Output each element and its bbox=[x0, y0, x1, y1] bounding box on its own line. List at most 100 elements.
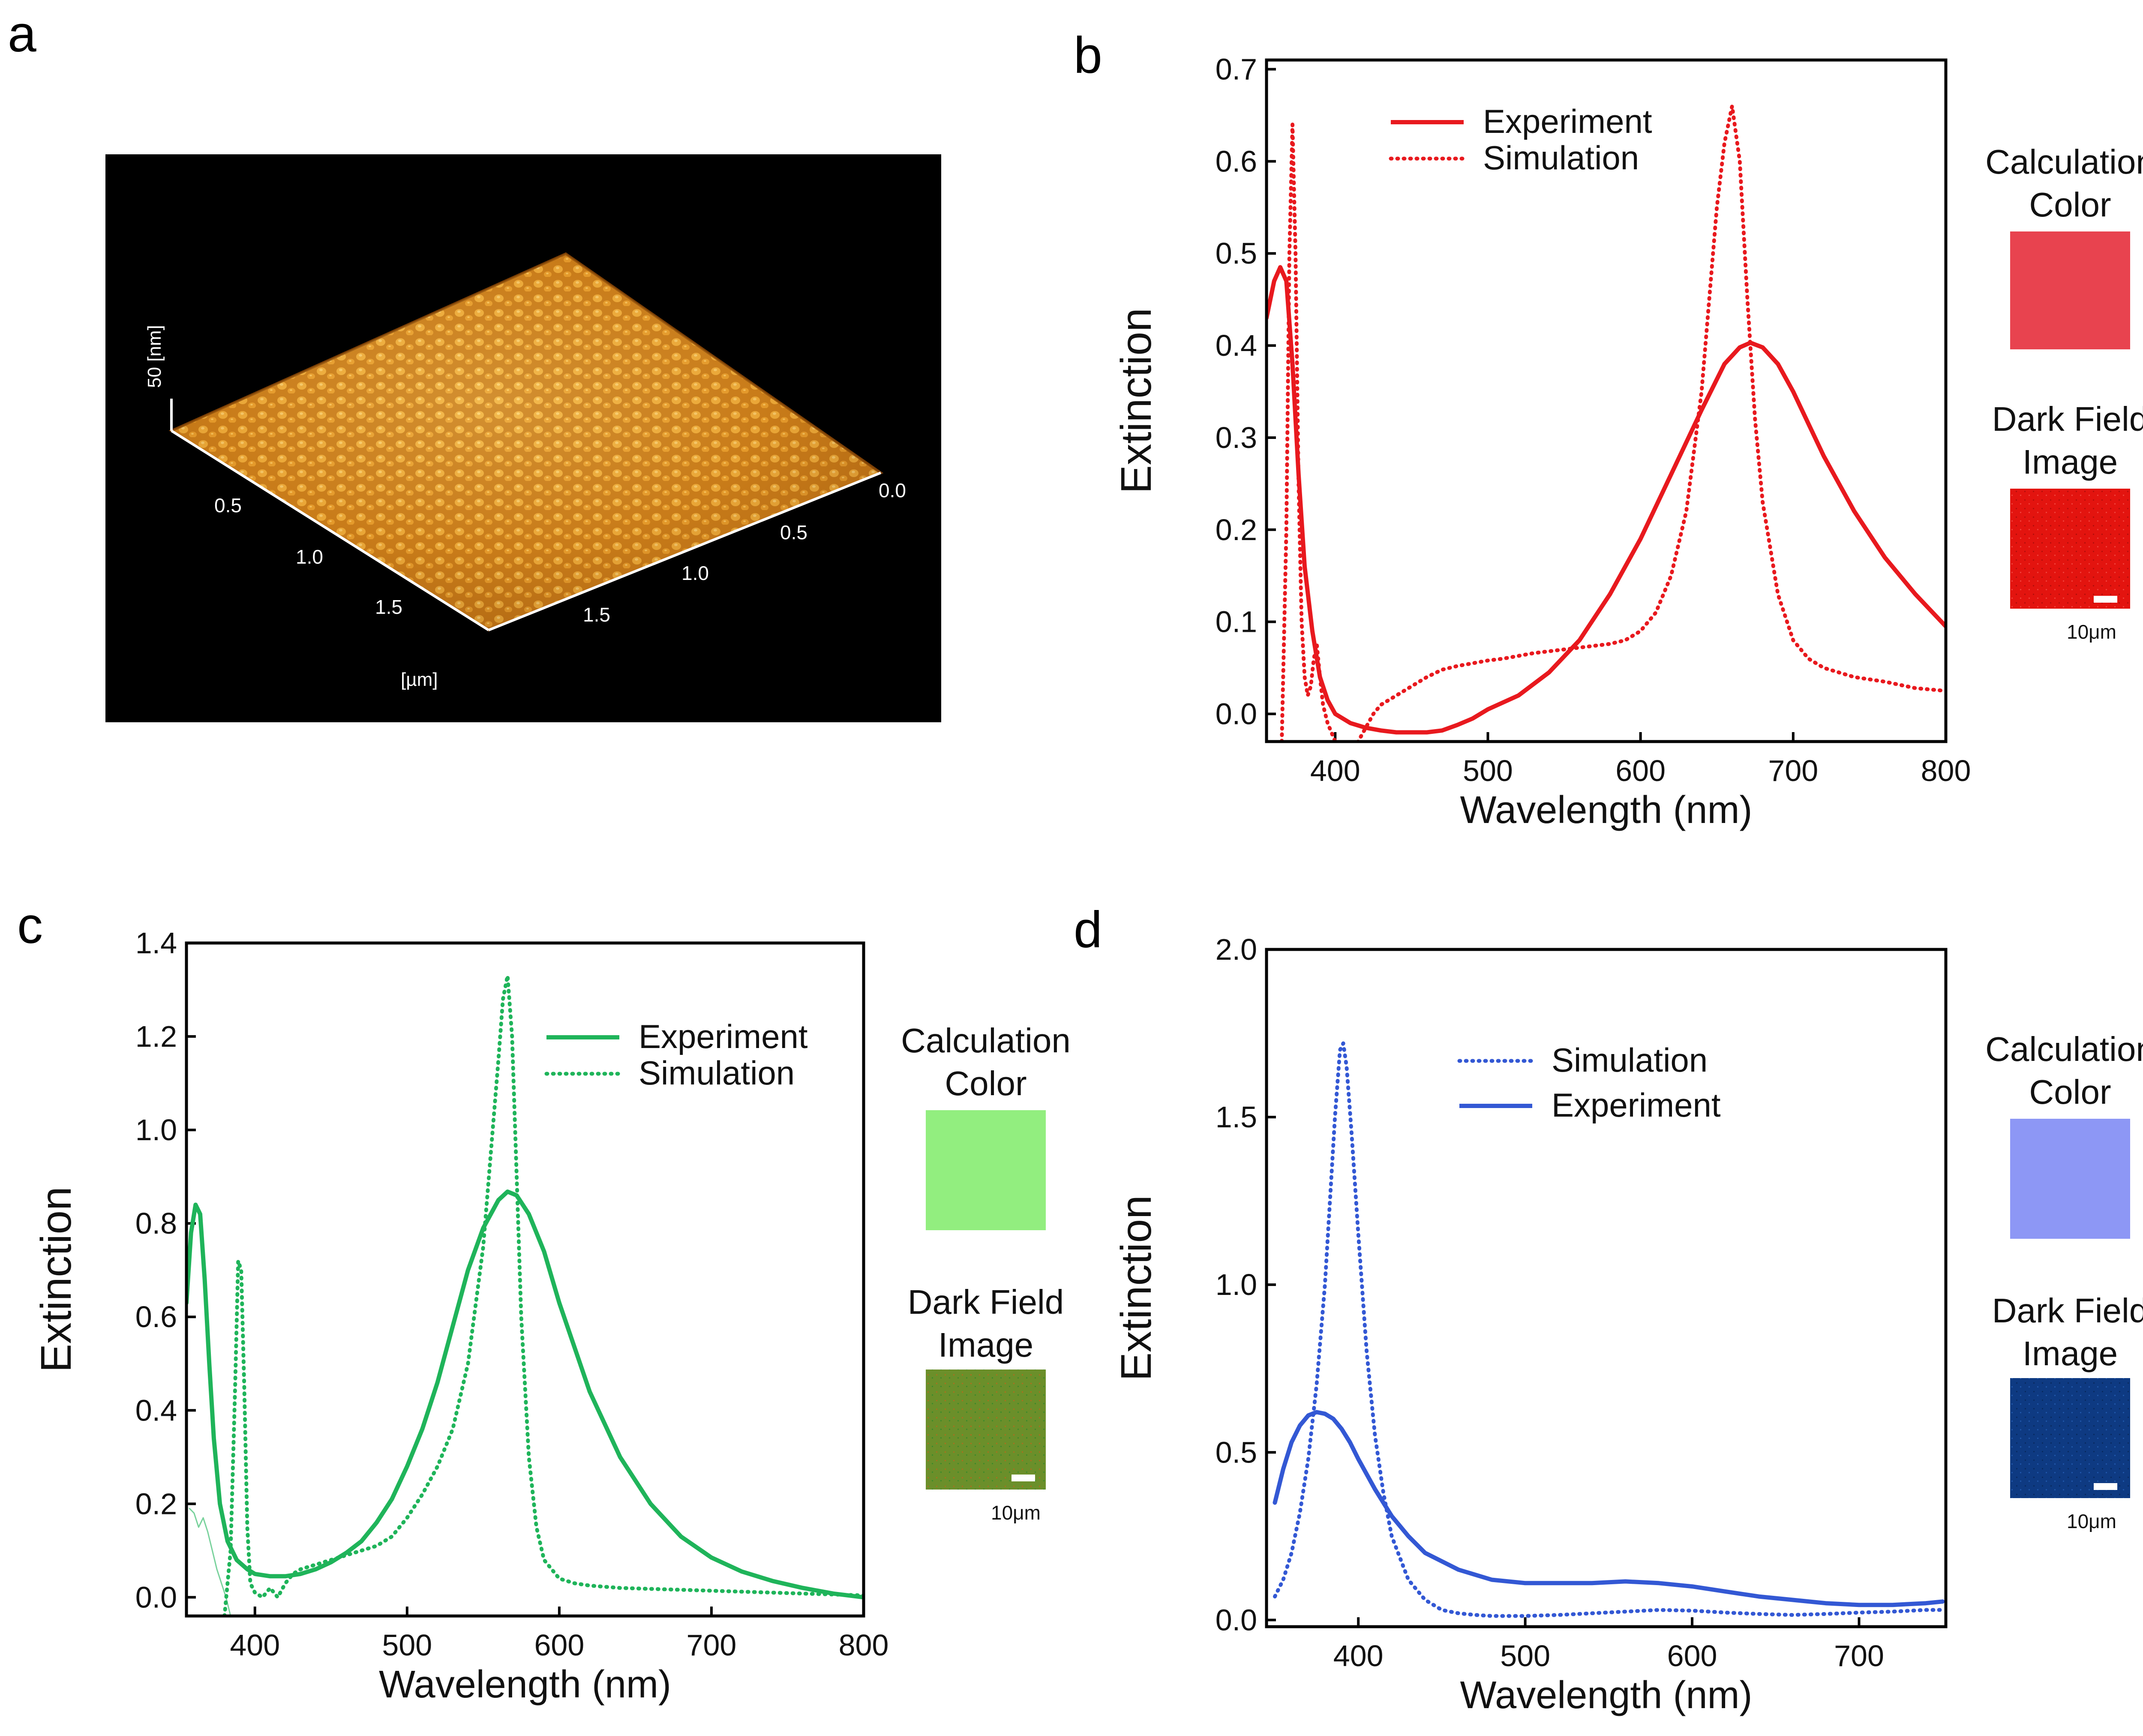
x-tick-label: 700 bbox=[687, 1628, 737, 1662]
afm-left-tick-1: 1.0 bbox=[296, 546, 323, 568]
y-tick-label: 0.7 bbox=[1216, 52, 1257, 86]
x-tick-label: 500 bbox=[1463, 754, 1513, 787]
scale-bar bbox=[2094, 1483, 2117, 1490]
panel-letter-a: a bbox=[8, 5, 36, 63]
calculation-color-swatch bbox=[2010, 231, 2130, 349]
series-line-unlabeled bbox=[189, 1508, 231, 1616]
y-tick-label: 0.4 bbox=[1216, 329, 1257, 362]
x-tick-label: 400 bbox=[1310, 754, 1360, 787]
x-tick-label: 600 bbox=[534, 1628, 584, 1662]
afm-left-axis bbox=[171, 429, 489, 631]
calc-label-line2: Color bbox=[945, 1064, 1026, 1102]
legend-label-simulation: Simulation bbox=[1552, 1041, 1708, 1079]
darkfield-label-line1: Dark Field bbox=[1992, 1291, 2143, 1330]
series-line-simulation bbox=[222, 973, 864, 1616]
calculation-color-swatch bbox=[2010, 1119, 2130, 1239]
plot-frame bbox=[185, 941, 865, 1618]
swatches-d: Calculation Color Dark Field Image 10μm bbox=[1985, 1030, 2143, 1532]
darkfield-label-line1: Dark Field bbox=[908, 1283, 1064, 1321]
y-axis-label: Extinction bbox=[1112, 308, 1160, 494]
legend-label-simulation: Simulation bbox=[639, 1054, 795, 1092]
legend-label-experiment: Experiment bbox=[639, 1018, 808, 1055]
x-tick-label: 700 bbox=[1768, 754, 1818, 787]
darkfield-label-line2: Image bbox=[938, 1326, 1033, 1364]
darkfield-image bbox=[2010, 1378, 2130, 1498]
chart-b: 400 500 600 700 800 0.0 0.1 0.2 0.3 0.4 0.5 0.6 0.7 W… bbox=[1112, 52, 1971, 832]
y-axis-label: Extinction bbox=[32, 1186, 80, 1373]
legend-label-experiment: Experiment bbox=[1483, 102, 1652, 140]
y-tick-label: 0.3 bbox=[1216, 421, 1257, 454]
afm-right-tick-2: 1.0 bbox=[681, 562, 709, 584]
afm-xy-label: [µm] bbox=[401, 669, 438, 690]
swatches-c: Calculation Color Dark Field Image 10μm bbox=[901, 1021, 1071, 1524]
afm-surface-shade bbox=[171, 254, 881, 630]
y-axis-label: Extinction bbox=[1112, 1195, 1160, 1381]
x-tick-label: 400 bbox=[230, 1628, 280, 1662]
panel-letter-d: d bbox=[1074, 901, 1102, 958]
legend-label-simulation: Simulation bbox=[1483, 139, 1639, 177]
plot-frame bbox=[1265, 948, 1948, 1628]
series-line-simulation bbox=[1280, 104, 1946, 742]
afm-image: 50 [nm] [µm] 0.5 1.0 1.5 0.0 0.5 1.0 1.5 bbox=[105, 154, 941, 722]
y-tick-label: 0.4 bbox=[135, 1394, 177, 1427]
afm-right-tick-0: 0.0 bbox=[879, 479, 906, 502]
x-tick-label: 400 bbox=[1333, 1639, 1384, 1673]
x-axis-label: Wavelength (nm) bbox=[1460, 1674, 1753, 1717]
x-tick-label: 500 bbox=[382, 1628, 432, 1662]
calc-label-line1: Calculation bbox=[1985, 1030, 2143, 1068]
darkfield-label-line2: Image bbox=[2023, 443, 2118, 481]
scale-bar bbox=[2094, 596, 2117, 603]
x-tick-label: 600 bbox=[1615, 754, 1666, 787]
calc-label-line2: Color bbox=[2029, 1073, 2111, 1111]
calculation-color-swatch bbox=[926, 1110, 1046, 1230]
x-tick-label: 600 bbox=[1667, 1639, 1717, 1673]
darkfield-label-line1: Dark Field bbox=[1992, 400, 2143, 438]
chart-c: 400 500 600 700 800 0.0 0.2 0.4 0.6 0.8 1.0 1.2 1.4 W… bbox=[32, 926, 888, 1706]
y-tick-label: 0.5 bbox=[1216, 1436, 1257, 1469]
y-tick-label: 1.0 bbox=[135, 1113, 177, 1147]
scale-label: 10μm bbox=[2067, 1510, 2116, 1532]
x-axis-label: Wavelength (nm) bbox=[1460, 789, 1753, 832]
series-line-experiment bbox=[1267, 265, 1946, 735]
panel-letter-c: c bbox=[17, 897, 43, 954]
y-tick-label: 0.0 bbox=[1216, 697, 1257, 731]
x-tick-label: 800 bbox=[1921, 754, 1971, 787]
y-tick-label: 0.2 bbox=[1216, 513, 1257, 547]
y-tick-label: 0.6 bbox=[135, 1300, 177, 1334]
y-tick-label: 0.0 bbox=[1216, 1603, 1257, 1637]
y-tick-label: 0.1 bbox=[1216, 605, 1257, 639]
afm-right-tick-3: 1.5 bbox=[583, 604, 610, 626]
afm-right-axis bbox=[488, 472, 882, 631]
y-tick-label: 0.8 bbox=[135, 1207, 177, 1240]
scale-bar bbox=[1011, 1475, 1035, 1481]
calc-label-line1: Calculation bbox=[1985, 143, 2143, 181]
y-tick-label: 1.0 bbox=[1216, 1268, 1257, 1301]
calc-label-line1: Calculation bbox=[901, 1021, 1071, 1060]
calc-label-line2: Color bbox=[2029, 186, 2111, 224]
y-tick-label: 0.5 bbox=[1216, 237, 1257, 270]
y-tick-label: 0.0 bbox=[135, 1580, 177, 1614]
y-tick-label: 2.0 bbox=[1216, 933, 1257, 966]
y-tick-label: 1.5 bbox=[1216, 1100, 1257, 1134]
x-axis-label: Wavelength (nm) bbox=[379, 1663, 671, 1706]
darkfield-image bbox=[2010, 489, 2130, 609]
swatches-b: Calculation Color Dark Field Image 10μm bbox=[1985, 143, 2143, 643]
legend-label-experiment: Experiment bbox=[1552, 1086, 1721, 1124]
x-tick-label: 800 bbox=[839, 1628, 889, 1662]
scale-label: 10μm bbox=[2067, 621, 2116, 643]
y-tick-label: 0.2 bbox=[135, 1487, 177, 1520]
afm-left-tick-0: 0.5 bbox=[214, 494, 242, 517]
afm-left-tick-2: 1.5 bbox=[375, 596, 402, 618]
series-line-simulation bbox=[1273, 1041, 1945, 1618]
darkfield-label-line2: Image bbox=[2023, 1334, 2118, 1373]
darkfield-image bbox=[926, 1370, 1046, 1490]
plot-frame bbox=[1265, 58, 1948, 743]
x-tick-label: 500 bbox=[1500, 1639, 1550, 1673]
chart-d: 400 500 600 700 0.0 0.5 1.0 1.5 2.0 Wavelength (n… bbox=[1112, 933, 1948, 1717]
x-tick-label: 700 bbox=[1834, 1639, 1884, 1673]
series-line-experiment bbox=[1273, 1410, 1945, 1607]
y-tick-label: 0.6 bbox=[1216, 144, 1257, 178]
series-line-experiment bbox=[186, 1189, 864, 1600]
panel-letter-b: b bbox=[1074, 27, 1102, 84]
